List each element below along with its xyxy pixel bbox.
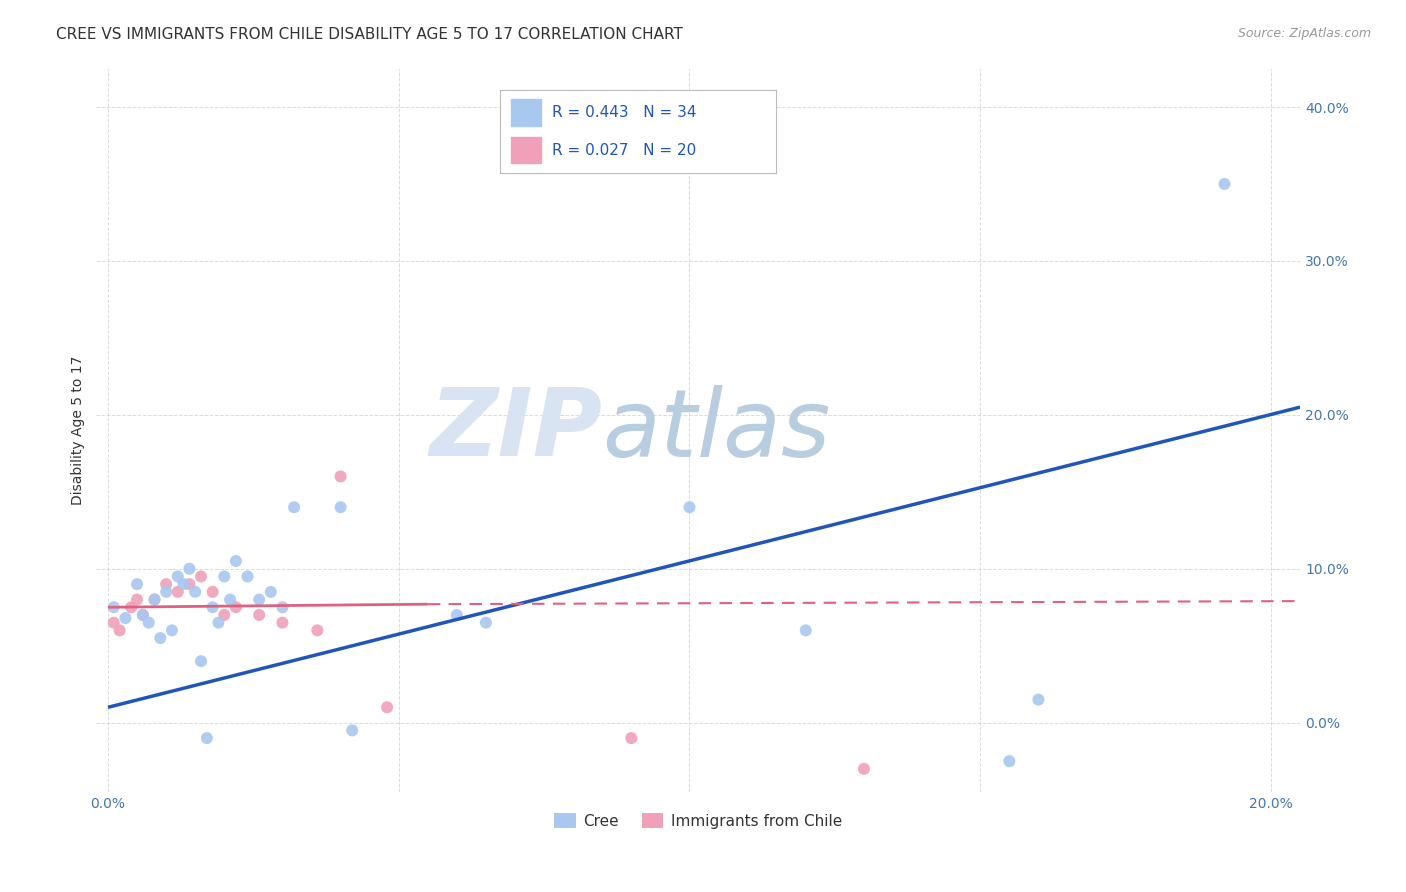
Point bbox=[475, 615, 498, 630]
Text: atlas: atlas bbox=[602, 384, 830, 475]
Text: CREE VS IMMIGRANTS FROM CHILE DISABILITY AGE 5 TO 17 CORRELATION CHART: CREE VS IMMIGRANTS FROM CHILE DISABILITY… bbox=[56, 27, 683, 42]
Point bbox=[271, 615, 294, 630]
Point bbox=[155, 577, 177, 591]
Point bbox=[138, 615, 160, 630]
Point bbox=[620, 731, 643, 745]
Point bbox=[225, 600, 247, 615]
Point bbox=[247, 592, 270, 607]
Legend: Cree, Immigrants from Chile: Cree, Immigrants from Chile bbox=[548, 807, 848, 835]
Point bbox=[219, 592, 242, 607]
Point bbox=[329, 500, 352, 515]
Point bbox=[446, 607, 468, 622]
Point bbox=[179, 562, 201, 576]
Point bbox=[173, 577, 195, 591]
Point bbox=[132, 607, 155, 622]
Point bbox=[678, 500, 700, 515]
Point bbox=[143, 592, 166, 607]
Point bbox=[103, 615, 125, 630]
Point bbox=[149, 631, 172, 645]
Point bbox=[179, 577, 201, 591]
Point bbox=[271, 600, 294, 615]
Point bbox=[160, 624, 183, 638]
Point bbox=[283, 500, 305, 515]
Point bbox=[190, 654, 212, 668]
Point bbox=[201, 585, 224, 599]
Point bbox=[1028, 692, 1050, 706]
Point bbox=[190, 569, 212, 583]
Text: Source: ZipAtlas.com: Source: ZipAtlas.com bbox=[1237, 27, 1371, 40]
Point bbox=[108, 624, 131, 638]
Point bbox=[794, 624, 817, 638]
Point bbox=[342, 723, 364, 738]
Point bbox=[166, 585, 188, 599]
Point bbox=[207, 615, 229, 630]
Point bbox=[225, 554, 247, 568]
Point bbox=[214, 607, 236, 622]
Point bbox=[998, 754, 1021, 768]
Point bbox=[214, 569, 236, 583]
Point bbox=[114, 611, 136, 625]
Point bbox=[852, 762, 875, 776]
Point bbox=[155, 585, 177, 599]
Y-axis label: Disability Age 5 to 17: Disability Age 5 to 17 bbox=[72, 356, 86, 505]
Point bbox=[195, 731, 218, 745]
Point bbox=[120, 600, 142, 615]
Point bbox=[166, 569, 188, 583]
Point bbox=[103, 600, 125, 615]
Point bbox=[201, 600, 224, 615]
Text: ZIP: ZIP bbox=[429, 384, 602, 476]
Point bbox=[247, 607, 270, 622]
Point bbox=[125, 577, 148, 591]
Point bbox=[125, 592, 148, 607]
Point bbox=[1213, 177, 1236, 191]
Point bbox=[260, 585, 283, 599]
Point bbox=[329, 469, 352, 483]
Point bbox=[307, 624, 329, 638]
Point bbox=[184, 585, 207, 599]
Point bbox=[236, 569, 259, 583]
Point bbox=[132, 607, 155, 622]
Point bbox=[143, 592, 166, 607]
Point bbox=[375, 700, 398, 714]
